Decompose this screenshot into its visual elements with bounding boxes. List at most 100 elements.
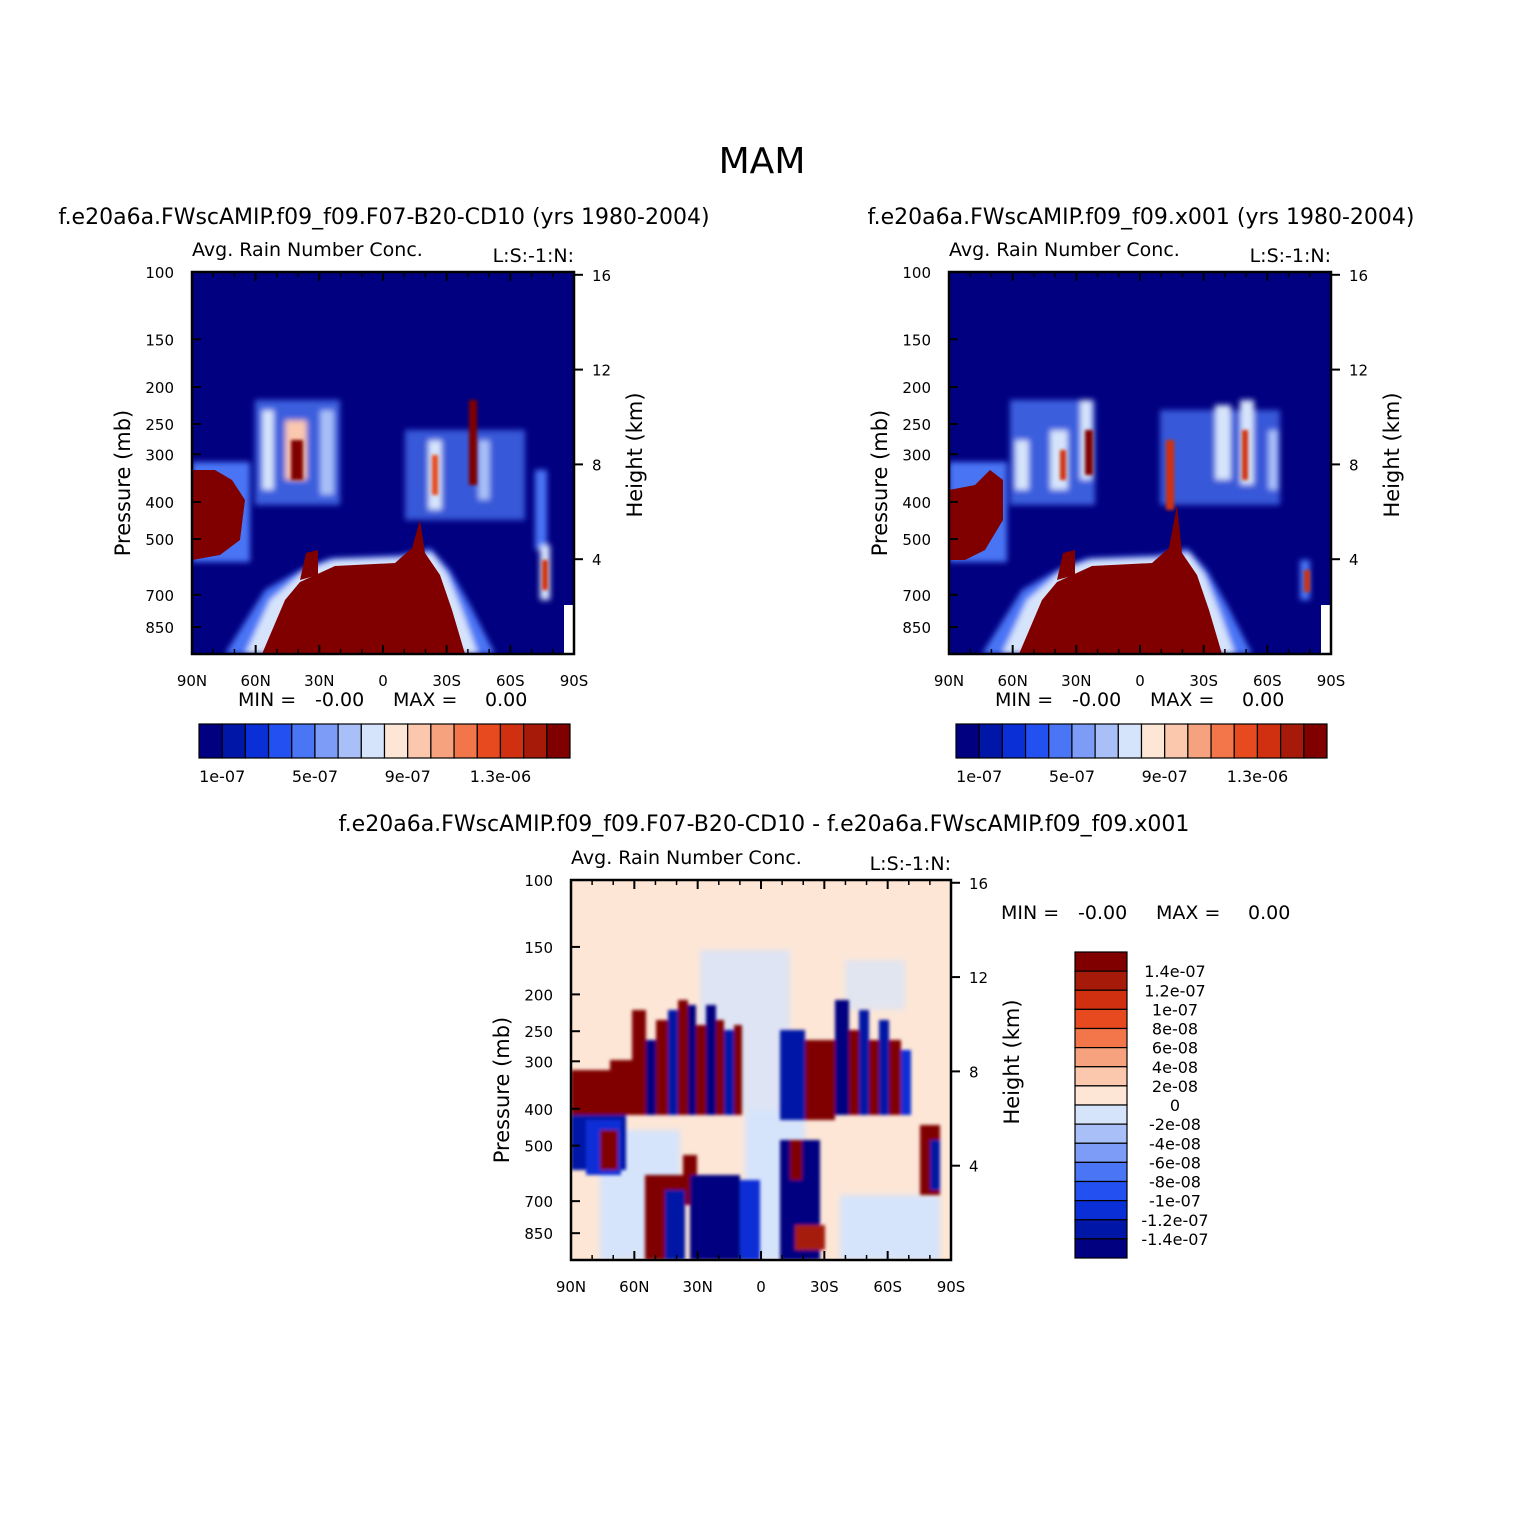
y-right-tick-label: 16: [1349, 267, 1368, 285]
panel-b-axes: 90N 60N 30N 0 30S 60S 90S 100 150 200 250 300 400 500…: [868, 264, 1404, 690]
x-tick-label: 60N: [241, 672, 271, 690]
x-tick-label: 30N: [1061, 672, 1091, 690]
x-tick-label: 90S: [1317, 672, 1346, 690]
y-tick-label: 400: [145, 494, 174, 512]
panel-b-field: [949, 272, 1331, 654]
colorbar-box: [1256, 723, 1282, 759]
panel-b-stats-min: -0.00: [1072, 689, 1121, 711]
colorbar-label: 4e-08: [1152, 1058, 1198, 1077]
colorbar-label: -2e-08: [1149, 1115, 1201, 1134]
y-right-axis-label: Height (km): [623, 392, 647, 517]
panel-c-case-title: f.e20a6a.FWscAMIP.f09_f09.F07-B20-CD10 -…: [339, 812, 1190, 837]
panel-a-field: [192, 272, 574, 654]
y-tick-label: 250: [902, 416, 931, 434]
y-tick-label: 500: [524, 1138, 553, 1156]
y-tick-label: 100: [902, 264, 931, 282]
panel-c: f.e20a6a.FWscAMIP.f09_f09.F07-B20-CD10 -…: [339, 812, 1291, 1296]
x-tick-label: 90N: [556, 1278, 586, 1296]
panel-c-colorbar: 1.4e-071.2e-071e-078e-086e-084e-082e-080…: [1074, 951, 1209, 1259]
panel-c-axes: 90N 60N 30N 0 30S 60S 90S 100 150 200 250 300 400 500…: [490, 872, 1024, 1296]
colorbar-box: [1280, 723, 1305, 759]
colorbar-label: 5e-07: [292, 767, 338, 786]
x-tick-label: 0: [756, 1278, 766, 1296]
colorbar-box: [1074, 1047, 1128, 1068]
colorbar-label: 2e-08: [1152, 1077, 1198, 1096]
panel-b-subtitle-left: Avg. Rain Number Conc.: [949, 239, 1180, 261]
y-tick-label: 400: [902, 494, 931, 512]
colorbar-label: 8e-08: [1152, 1020, 1198, 1039]
colorbar-box: [1074, 1180, 1128, 1202]
panel-b-subtitle-right: L:S:-1:N:: [1250, 245, 1331, 267]
panel-b-stats-min-label: MIN =: [995, 689, 1053, 711]
y-tick-label: 850: [524, 1225, 553, 1243]
panel-c-stats-min: -0.00: [1078, 902, 1127, 924]
x-tick-label: 30S: [1189, 672, 1218, 690]
panel-a-stats-max-label: MAX =: [393, 689, 457, 711]
colorbar-box: [1187, 723, 1212, 759]
panel-a-subtitle-left: Avg. Rain Number Conc.: [192, 239, 423, 261]
y-axis-label: Pressure (mb): [111, 410, 135, 557]
colorbar-box: [1074, 1219, 1128, 1240]
colorbar-label: -1.4e-07: [1141, 1230, 1208, 1249]
y-tick-label: 150: [524, 939, 553, 957]
y-tick-label: 150: [145, 331, 174, 349]
panel-c-stats-min-label: MIN =: [1001, 902, 1059, 924]
panel-b: f.e20a6a.FWscAMIP.f09_f09.x001 (yrs 1980…: [867, 205, 1414, 786]
colorbar-box: [1074, 1085, 1128, 1106]
panel-b-stats-max-label: MAX =: [1150, 689, 1214, 711]
colorbar-box: [337, 723, 362, 759]
y-axis-label: Pressure (mb): [868, 410, 892, 557]
colorbar-label: -1.2e-07: [1141, 1211, 1208, 1230]
colorbar-box: [978, 723, 1003, 759]
y-tick-label: 200: [902, 379, 931, 397]
x-tick-label: 60S: [873, 1278, 902, 1296]
y-right-tick-label: 4: [1349, 551, 1359, 569]
x-tick-label: 90S: [560, 672, 589, 690]
colorbar-box: [1074, 1066, 1128, 1087]
x-tick-label: 60N: [998, 672, 1028, 690]
colorbar-box: [453, 723, 478, 759]
panel-c-field: [571, 880, 951, 1260]
y-right-tick-label: 12: [969, 969, 988, 987]
x-tick-label: 0: [378, 672, 388, 690]
y-right-axis-label: Height (km): [1380, 392, 1404, 517]
y-tick-label: 300: [902, 446, 931, 464]
colorbar-box: [1074, 1200, 1128, 1221]
y-tick-label: 700: [902, 587, 931, 605]
y-tick-label: 500: [902, 531, 931, 549]
y-axis-label: Pressure (mb): [490, 1017, 514, 1164]
x-tick-label: 90N: [934, 672, 964, 690]
y-tick-label: 300: [524, 1053, 553, 1071]
x-tick-label: 60S: [1253, 672, 1282, 690]
colorbar-box: [1074, 989, 1128, 1010]
colorbar-box: [360, 723, 386, 759]
colorbar-box: [407, 723, 432, 759]
colorbar-label: 1.4e-07: [1144, 962, 1205, 981]
colorbar-box: [1074, 970, 1128, 991]
colorbar-box: [198, 723, 223, 759]
panel-b-case-title: f.e20a6a.FWscAMIP.f09_f09.x001 (yrs 1980…: [867, 205, 1414, 230]
colorbar-box: [1074, 951, 1128, 972]
x-tick-label: 30S: [810, 1278, 839, 1296]
colorbar-box: [1074, 1123, 1128, 1144]
x-tick-label: 0: [1135, 672, 1145, 690]
colorbar-box: [1071, 723, 1096, 759]
colorbar-box: [244, 723, 270, 759]
panel-b-stats-max: 0.00: [1242, 689, 1284, 711]
panel-b-colorbar: 1e-07 5e-07 9e-07 1.3e-06: [955, 723, 1328, 786]
colorbar-label: 5e-07: [1049, 767, 1095, 786]
colorbar-box: [1024, 723, 1050, 759]
colorbar-label: 6e-08: [1152, 1039, 1198, 1058]
colorbar-box: [1074, 1104, 1128, 1125]
colorbar-box: [1303, 723, 1328, 759]
y-tick-label: 400: [524, 1101, 553, 1119]
colorbar-label: 1e-07: [1152, 1000, 1198, 1019]
y-right-tick-label: 8: [592, 456, 602, 474]
panel-a-stats-min: -0.00: [315, 689, 364, 711]
y-right-tick-label: 16: [592, 267, 611, 285]
y-right-axis-label: Height (km): [1000, 999, 1024, 1124]
panel-c-subtitle-left: Avg. Rain Number Conc.: [571, 847, 802, 869]
figure-title: MAM: [719, 141, 806, 182]
colorbar-box: [1074, 1161, 1128, 1183]
